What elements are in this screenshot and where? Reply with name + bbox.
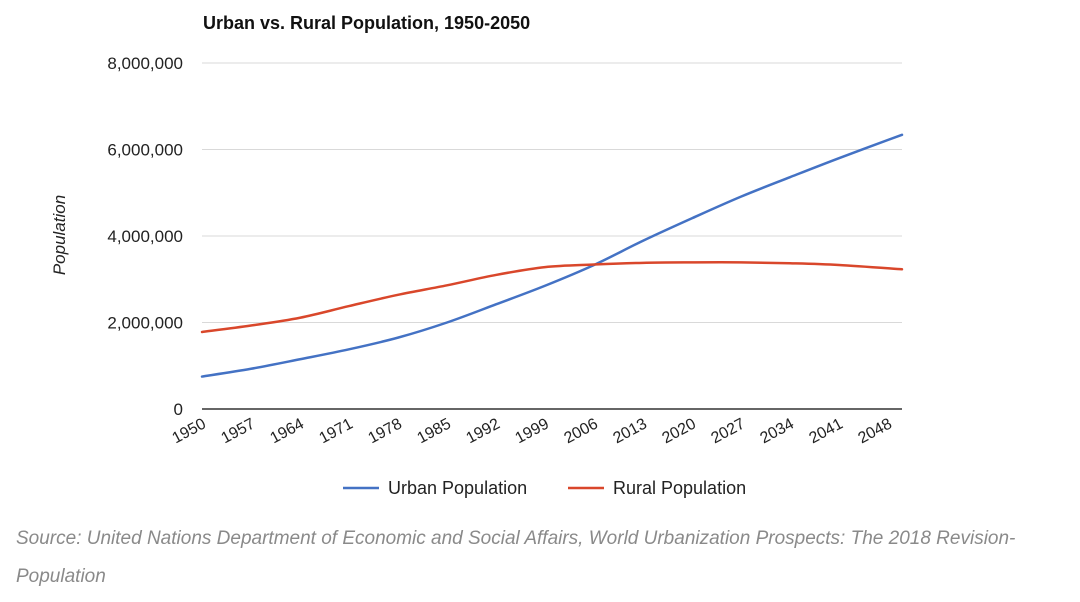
series-lines bbox=[200, 133, 904, 378]
series-line-urban bbox=[200, 133, 904, 378]
x-tick-label: 2027 bbox=[708, 415, 747, 447]
y-tick-label: 2,000,000 bbox=[107, 314, 183, 333]
line-chart: Urban vs. Rural Population, 1950-2050 0 2… bbox=[50, 13, 904, 498]
x-tick-label: 1999 bbox=[512, 415, 551, 447]
source-note: Source: United Nations Department of Eco… bbox=[16, 528, 1016, 587]
x-tick-label: 1971 bbox=[316, 415, 355, 447]
x-tick-label: 1957 bbox=[218, 415, 257, 447]
y-tick-label: 8,000,000 bbox=[107, 54, 183, 73]
x-tick-label: 1985 bbox=[414, 415, 453, 447]
y-tick-label: 4,000,000 bbox=[107, 227, 183, 246]
x-tick-label: 2020 bbox=[659, 415, 698, 447]
legend: Urban Population Rural Population bbox=[343, 478, 746, 498]
y-axis-label: Population bbox=[50, 195, 69, 275]
x-tick-label: 1992 bbox=[463, 415, 502, 447]
x-tick-label: 2048 bbox=[855, 415, 894, 447]
y-tick-label: 6,000,000 bbox=[107, 141, 183, 160]
y-tick-label: 0 bbox=[174, 400, 183, 419]
x-axis-ticks: 1950 1957 1964 1971 1978 1985 1992 1999 2006 2013… bbox=[169, 415, 894, 447]
chart-title: Urban vs. Rural Population, 1950-2050 bbox=[203, 13, 530, 33]
y-axis-ticks: 0 2,000,000 4,000,000 6,000,000 8,000,000 bbox=[107, 54, 183, 419]
x-tick-label: 2013 bbox=[610, 415, 649, 447]
x-tick-label: 2041 bbox=[806, 415, 845, 447]
legend-label: Rural Population bbox=[613, 478, 746, 498]
x-tick-label: 1978 bbox=[365, 415, 404, 447]
gridlines bbox=[202, 62, 902, 323]
x-tick-label: 1950 bbox=[169, 415, 208, 447]
series-line-rural bbox=[200, 261, 904, 334]
legend-label: Urban Population bbox=[388, 478, 527, 498]
x-tick-label: 1964 bbox=[267, 415, 306, 447]
x-tick-label: 2006 bbox=[561, 415, 600, 447]
x-tick-label: 2034 bbox=[757, 415, 796, 447]
